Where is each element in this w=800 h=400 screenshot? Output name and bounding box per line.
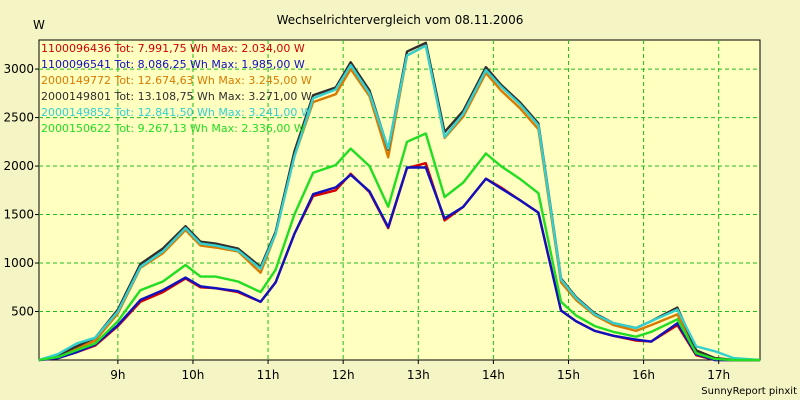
series-line-1100096541 bbox=[38, 166, 760, 362]
y-axis-unit: W bbox=[33, 18, 45, 32]
x-tick-label: 13h bbox=[407, 368, 430, 382]
legend-entry-2000149852: 2000149852 Tot: 12.841,50 Wh Max: 3.241,… bbox=[41, 106, 312, 119]
y-tick-label: 1500 bbox=[3, 208, 34, 222]
x-tick-label: 9h bbox=[110, 368, 125, 382]
x-tick-label: 15h bbox=[557, 368, 580, 382]
y-tick-label: 3000 bbox=[3, 62, 34, 76]
legend: 1100096436 Tot: 7.991,75 Wh Max: 2.034,0… bbox=[41, 42, 312, 135]
x-tick-label: 11h bbox=[257, 368, 280, 382]
y-tick-label: 500 bbox=[11, 305, 34, 319]
series-lines bbox=[38, 41, 761, 362]
legend-entry-2000149801: 2000149801 Tot: 13.108,75 Wh Max: 3.271,… bbox=[41, 90, 312, 103]
x-tick-label: 12h bbox=[332, 368, 355, 382]
axes: 9h 10h 11h 12h 13h 14h 15h 16h 17h 500 1000 1500 200… bbox=[3, 62, 730, 382]
legend-entry-2000150622: 2000150622 Tot: 9.267,13 Wh Max: 2.336,0… bbox=[41, 122, 305, 135]
x-tick-label: 14h bbox=[482, 368, 505, 382]
x-tick-label: 17h bbox=[707, 368, 730, 382]
legend-entry-1100096436: 1100096436 Tot: 7.991,75 Wh Max: 2.034,0… bbox=[41, 42, 305, 55]
chart-title: Wechselrichtervergleich vom 08.11.2006 bbox=[277, 13, 524, 27]
x-tick-label: 10h bbox=[182, 368, 205, 382]
y-tick-label: 2500 bbox=[3, 111, 34, 125]
y-tick-label: 2000 bbox=[3, 159, 34, 173]
legend-entry-1100096541: 1100096541 Tot: 8.086,25 Wh Max: 1.985,0… bbox=[41, 58, 305, 71]
series-line-2000149852 bbox=[38, 44, 761, 362]
y-tick-label: 1000 bbox=[3, 256, 34, 270]
legend-entry-2000149772: 2000149772 Tot: 12.674,63 Wh Max: 3.245,… bbox=[41, 74, 312, 87]
footer-credit: SunnyReport pinxit bbox=[701, 386, 797, 397]
series-line-2000150622 bbox=[38, 132, 760, 362]
x-tick-label: 16h bbox=[632, 368, 655, 382]
